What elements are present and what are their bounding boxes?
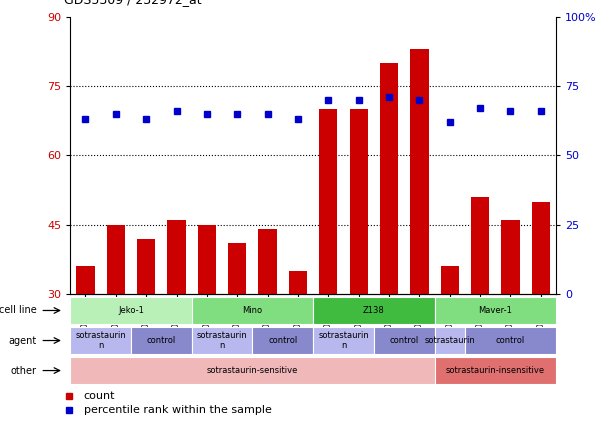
Bar	[380, 63, 398, 294]
Text: Jeko-1: Jeko-1	[118, 306, 144, 315]
Bar	[289, 271, 307, 294]
Bar	[198, 225, 216, 294]
Bar	[374, 327, 434, 354]
Bar	[131, 327, 192, 354]
Bar	[411, 49, 428, 294]
Text: sotrastaurin-sensitive: sotrastaurin-sensitive	[207, 366, 298, 375]
Bar	[70, 297, 192, 324]
Text: cell line: cell line	[0, 305, 37, 316]
Bar	[532, 202, 550, 294]
Text: Z138: Z138	[363, 306, 385, 315]
Bar	[319, 109, 337, 294]
Bar	[70, 327, 131, 354]
Bar	[434, 297, 556, 324]
Text: sotrastaurin
n: sotrastaurin n	[197, 331, 247, 350]
Text: control: control	[268, 336, 298, 345]
Bar	[192, 297, 313, 324]
Text: Mino: Mino	[243, 306, 263, 315]
Bar	[70, 357, 434, 385]
Text: GDS5309 / 232972_at: GDS5309 / 232972_at	[64, 0, 202, 6]
Text: other: other	[11, 365, 37, 376]
Bar	[349, 109, 368, 294]
Bar	[252, 327, 313, 354]
Bar	[167, 220, 186, 294]
Bar	[107, 225, 125, 294]
Bar	[434, 327, 465, 354]
Bar	[192, 327, 252, 354]
Bar	[471, 197, 489, 294]
Text: percentile rank within the sample: percentile rank within the sample	[84, 405, 272, 415]
Text: control: control	[496, 336, 525, 345]
Text: sotrastaurin
n: sotrastaurin n	[318, 331, 369, 350]
Bar	[313, 327, 374, 354]
Text: sotrastaurin: sotrastaurin	[425, 336, 475, 345]
Bar	[137, 239, 155, 294]
Text: agent: agent	[9, 335, 37, 346]
Bar	[434, 357, 556, 385]
Text: sotrastaurin-insensitive: sotrastaurin-insensitive	[446, 366, 545, 375]
Text: control: control	[390, 336, 419, 345]
Bar	[502, 220, 519, 294]
Bar	[313, 297, 434, 324]
Text: Maver-1: Maver-1	[478, 306, 512, 315]
Text: count: count	[84, 391, 115, 401]
Text: control: control	[147, 336, 176, 345]
Bar	[76, 266, 95, 294]
Bar	[465, 327, 556, 354]
Bar	[228, 243, 246, 294]
Bar	[258, 229, 277, 294]
Text: sotrastaurin
n: sotrastaurin n	[75, 331, 126, 350]
Bar	[441, 266, 459, 294]
